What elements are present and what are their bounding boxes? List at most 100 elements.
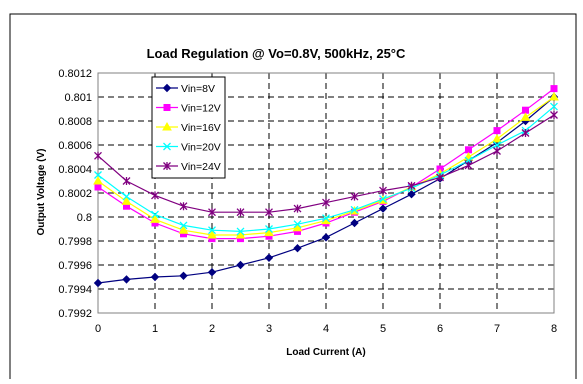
- data-point: [236, 260, 245, 270]
- legend-marker: [163, 104, 171, 111]
- legend-label: Vin=24V: [181, 161, 221, 173]
- y-tick-label: 0.8002: [58, 188, 92, 200]
- data-point: [550, 111, 558, 119]
- legend-item: Vin=16V: [156, 121, 221, 134]
- data-point: [350, 205, 359, 214]
- data-point: [122, 177, 131, 185]
- legend-marker: [162, 121, 172, 131]
- chart-area-border: [9, 13, 577, 381]
- data-point: [350, 192, 359, 201]
- data-point: [94, 151, 102, 160]
- axis-ticks: 0.7992 0.7994 0.7996 0.7998 0.8 0.8002 0.8004 0…: [58, 68, 557, 335]
- data-point: [350, 218, 359, 228]
- data-point: [208, 226, 216, 235]
- x-tick-label: 1: [152, 323, 158, 335]
- data-point: [493, 127, 501, 135]
- series-1: [93, 92, 559, 288]
- x-axis-label: Load Current (A): [286, 347, 365, 358]
- data-point: [293, 204, 302, 213]
- data-point: [293, 243, 302, 253]
- data-point: [235, 229, 246, 239]
- x-tick-label: 4: [323, 323, 329, 335]
- y-tick-label: 0.8008: [58, 116, 92, 128]
- y-tick-label: 0.8004: [58, 164, 92, 176]
- data-point: [179, 271, 188, 281]
- legend: Vin=8V Vin=12V Vin=16V Vin=20V Vin=24V: [151, 76, 226, 179]
- legend-label: Vin=12V: [181, 103, 221, 115]
- data-point: [264, 253, 274, 263]
- data-point: [522, 106, 529, 114]
- data-point: [121, 196, 132, 205]
- data-point: [236, 208, 245, 217]
- series-5: [94, 111, 558, 217]
- data-point: [379, 186, 387, 195]
- data-point: [179, 202, 188, 211]
- legend-item: Vin=12V: [156, 103, 221, 115]
- data-point: [179, 221, 188, 230]
- data-point: [379, 195, 387, 203]
- legend-marker: [163, 162, 171, 170]
- legend-label: Vin=8V: [181, 83, 215, 95]
- y-tick-label: 0.7998: [58, 236, 92, 248]
- data-point: [493, 147, 501, 155]
- x-tick-label: 7: [494, 323, 500, 335]
- legend-marker: [162, 83, 172, 93]
- x-tick-label: 5: [380, 323, 386, 335]
- data-point: [378, 204, 388, 213]
- data-point: [464, 161, 473, 170]
- x-tick-label: 0: [95, 323, 101, 335]
- data-point: [208, 208, 216, 217]
- y-tick-label: 0.8: [77, 212, 92, 224]
- data-point: [265, 208, 273, 217]
- y-tick-label: 0.7996: [58, 260, 92, 272]
- data-point: [436, 173, 444, 182]
- data-point: [322, 198, 330, 207]
- data-point: [292, 222, 303, 232]
- x-tick-label: 6: [437, 323, 443, 335]
- data-point: [150, 214, 160, 223]
- data-point: [520, 112, 531, 121]
- chart-title: Load Regulation @ Vo=0.8V, 500kHz, 25°C: [147, 46, 406, 61]
- data-point: [264, 227, 274, 237]
- data-point: [465, 146, 472, 154]
- data-point: [265, 225, 273, 233]
- data-point: [550, 85, 558, 93]
- data-point: [151, 191, 159, 200]
- legend-item: Vin=20V: [156, 142, 221, 154]
- y-tick-label: 0.801: [64, 92, 92, 104]
- data-point: [207, 229, 217, 239]
- data-point: [178, 225, 189, 234]
- data-point: [122, 192, 131, 201]
- plot-area-border: [97, 72, 555, 314]
- y-tick-label: 0.8012: [58, 68, 92, 80]
- data-point: [321, 233, 331, 242]
- data-point: [493, 141, 501, 149]
- data-point: [407, 189, 416, 199]
- data-point: [407, 181, 416, 190]
- x-tick-label: 8: [551, 323, 557, 335]
- y-tick-label: 0.8006: [58, 140, 92, 152]
- legend-label: Vin=20V: [181, 142, 221, 154]
- x-tick-label: 3: [266, 323, 272, 335]
- data-series: [93, 85, 559, 288]
- y-tick-label: 0.7992: [58, 308, 92, 320]
- data-point: [151, 210, 159, 219]
- y-tick-label: 0.7994: [58, 284, 92, 296]
- data-point: [93, 278, 103, 288]
- data-point: [521, 129, 530, 137]
- data-point: [122, 275, 131, 284]
- legend-item: Vin=24V: [156, 161, 221, 173]
- data-point: [549, 91, 559, 101]
- data-point: [207, 267, 217, 277]
- legend-item: Vin=8V: [156, 83, 215, 95]
- data-point: [293, 220, 302, 229]
- data-point: [492, 133, 502, 143]
- legend-label: Vin=16V: [181, 122, 221, 134]
- data-point: [93, 175, 103, 185]
- data-point: [550, 102, 558, 111]
- data-point: [236, 227, 245, 236]
- y-axis-label: Output Voltage (V): [36, 148, 47, 235]
- data-point: [94, 171, 102, 179]
